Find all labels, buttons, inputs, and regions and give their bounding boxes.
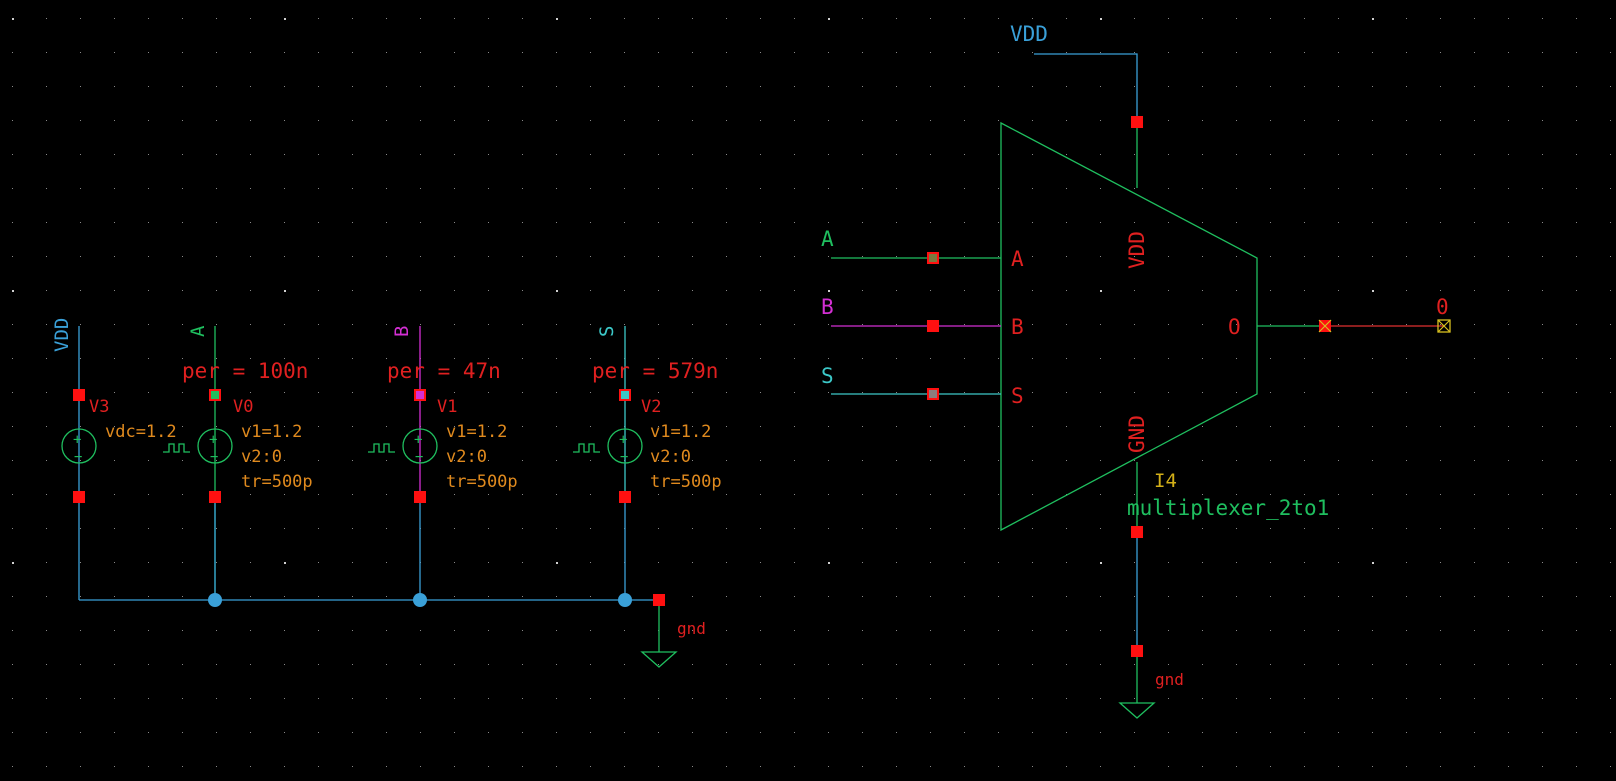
pin-v1-minus[interactable] [414,491,426,503]
pin-gnd-left[interactable] [653,594,665,606]
pin-v0-minus[interactable] [209,491,221,503]
pin-mux-b[interactable] [927,320,939,332]
pin-mux-gnd[interactable] [1131,526,1143,538]
net-label-b-left: B [391,326,413,337]
output-pin-icon[interactable] [1437,319,1451,333]
param-vdc: vdc=1.2 [105,422,177,442]
svg-text:+: + [414,432,422,448]
mux-section: VDD A B S VDD GND O I4 multiplexer_2to1 … [821,22,1451,719]
net-label-vdd-left: VDD [51,318,73,352]
pin-gnd-right[interactable] [1131,645,1143,657]
pulse-source-symbol [607,428,643,464]
mux-pin-label-s: S [1011,384,1024,408]
instance-name-v2: V2 [641,397,661,417]
mux-pin-label-vdd: VDD [1125,231,1149,269]
stimulus-section: VDD + − V3 vdc=1.2 A per = 100n + − V0 v… [51,318,722,668]
junction-dot [413,593,427,607]
source-v2[interactable]: S per = 579n + − V2 v1=1.2 v2:0 tr=500p [573,326,722,600]
input-s[interactable]: S [821,364,1001,400]
param-per-v2: per = 579n [592,359,718,383]
instance-name-v3: V3 [89,397,109,417]
net-label-out: 0 [1436,295,1449,319]
pin-v2-minus[interactable] [619,491,631,503]
svg-text:−: − [620,449,628,465]
grid-dots [12,18,1611,767]
cell-name: multiplexer_2to1 [1127,496,1329,520]
instance-name-v0: V0 [233,397,253,417]
param-tr-v1: tr=500p [446,472,518,492]
pin-mux-vdd[interactable] [1131,116,1143,128]
minus-sign: − [74,449,82,465]
param-tr-v0: tr=500p [241,472,313,492]
pulse-icon [573,443,600,453]
input-b[interactable]: B [821,295,1001,332]
gnd-connection-right[interactable]: gnd [1118,462,1184,719]
source-v3[interactable]: VDD + − V3 vdc=1.2 [51,318,177,600]
svg-text:−: − [210,449,218,465]
pulse-source-symbol [402,428,438,464]
svg-text:−: − [415,449,423,465]
net-label-a-left: A [187,325,209,337]
input-a[interactable]: A [821,227,1001,264]
instance-name-v1: V1 [437,397,457,417]
mux-pin-label-gnd: GND [1125,415,1149,453]
net-label-vdd-top: VDD [1010,22,1048,46]
param-v2-v1: v2:0 [446,447,487,467]
mux-pin-label-o: O [1228,315,1241,339]
vdd-connection[interactable]: VDD [1010,22,1143,188]
ground-icon [640,651,678,668]
svg-text:+: + [209,432,217,448]
junction-dot [618,593,632,607]
pin-v3-plus[interactable] [73,389,85,401]
pulse-icon [163,443,190,453]
param-per-v0: per = 100n [182,359,308,383]
ground-label-right: gnd [1155,670,1184,689]
net-label-s-left: S [596,326,618,337]
wire-vdd-top [1034,53,1138,122]
ground-icon [1118,702,1156,719]
param-v1-v0: v1=1.2 [241,422,302,442]
net-label-s-right: S [821,364,834,388]
net-label-a-right: A [821,227,834,251]
param-v2-v2: v2:0 [650,447,691,467]
param-v1-v1: v1=1.2 [446,422,507,442]
param-per-v1: per = 47n [387,359,501,383]
pulse-source-symbol [197,428,233,464]
source-v1[interactable]: B per = 47n + − V1 v1=1.2 v2:0 tr=500p [368,326,518,600]
source-v0[interactable]: A per = 100n + − V0 v1=1.2 v2:0 tr=500p [163,325,313,600]
param-v1-v2: v1=1.2 [650,422,711,442]
pin-v3-minus[interactable] [73,491,85,503]
instance-name-i4: I4 [1154,470,1177,492]
plus-sign: + [73,432,81,448]
ground-label-left: gnd [677,619,706,638]
dc-source-symbol [61,428,97,464]
mux-pin-label-a: A [1011,247,1024,271]
svg-text:+: + [619,432,627,448]
mux-pin-label-b: B [1011,315,1024,339]
junction-dot [208,593,222,607]
ground-bus-left[interactable]: gnd [79,593,706,668]
net-label-b-right: B [821,295,834,319]
pulse-icon [368,443,395,453]
output-o[interactable]: 0 [1257,295,1451,333]
param-tr-v2: tr=500p [650,472,722,492]
param-v2-v0: v2:0 [241,447,282,467]
